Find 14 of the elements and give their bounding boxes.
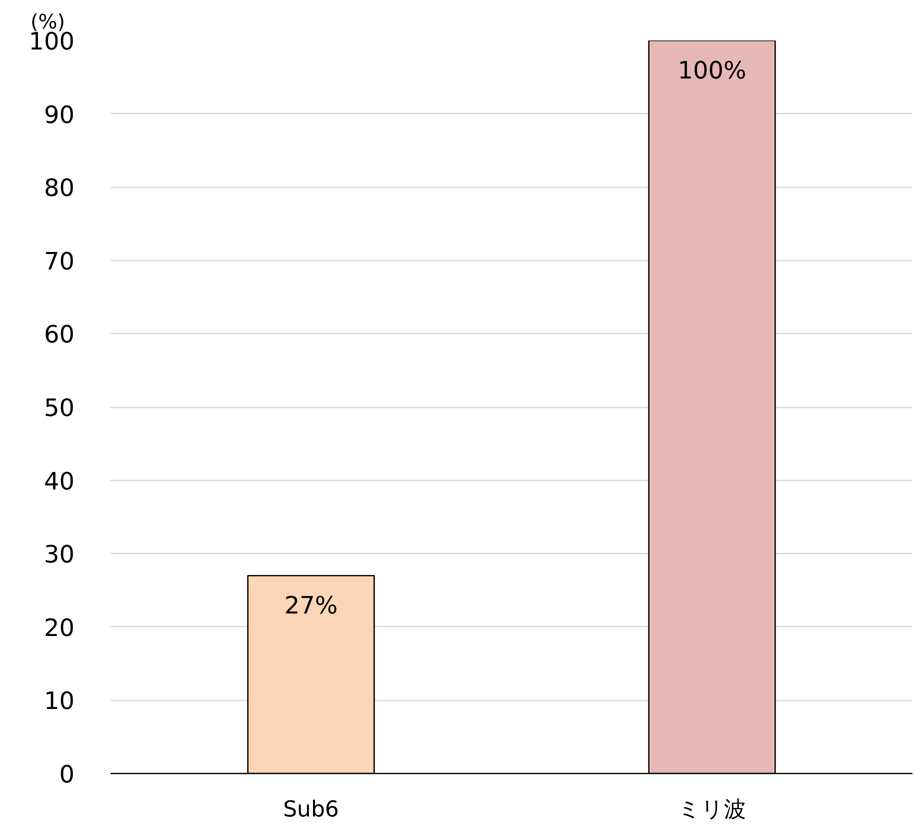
y-tick-label: 90 (44, 100, 75, 129)
x-tick-label: Sub6 (283, 798, 339, 822)
y-tick-label: 50 (44, 394, 75, 422)
y-tick-label: 70 (44, 247, 75, 276)
y-tick-label: 20 (44, 614, 75, 642)
y-tick-label: 30 (44, 540, 75, 569)
data-label: 27% (284, 592, 338, 620)
y-tick-label: 40 (44, 467, 75, 496)
y-tick-label: 80 (44, 174, 75, 202)
y-tick-label: 60 (44, 320, 75, 349)
data-label: 100% (678, 56, 746, 84)
y-tick-label: 10 (44, 687, 75, 716)
y-tick-label: 0 (59, 760, 75, 788)
x-tick-label: ミリ波 (678, 798, 746, 822)
